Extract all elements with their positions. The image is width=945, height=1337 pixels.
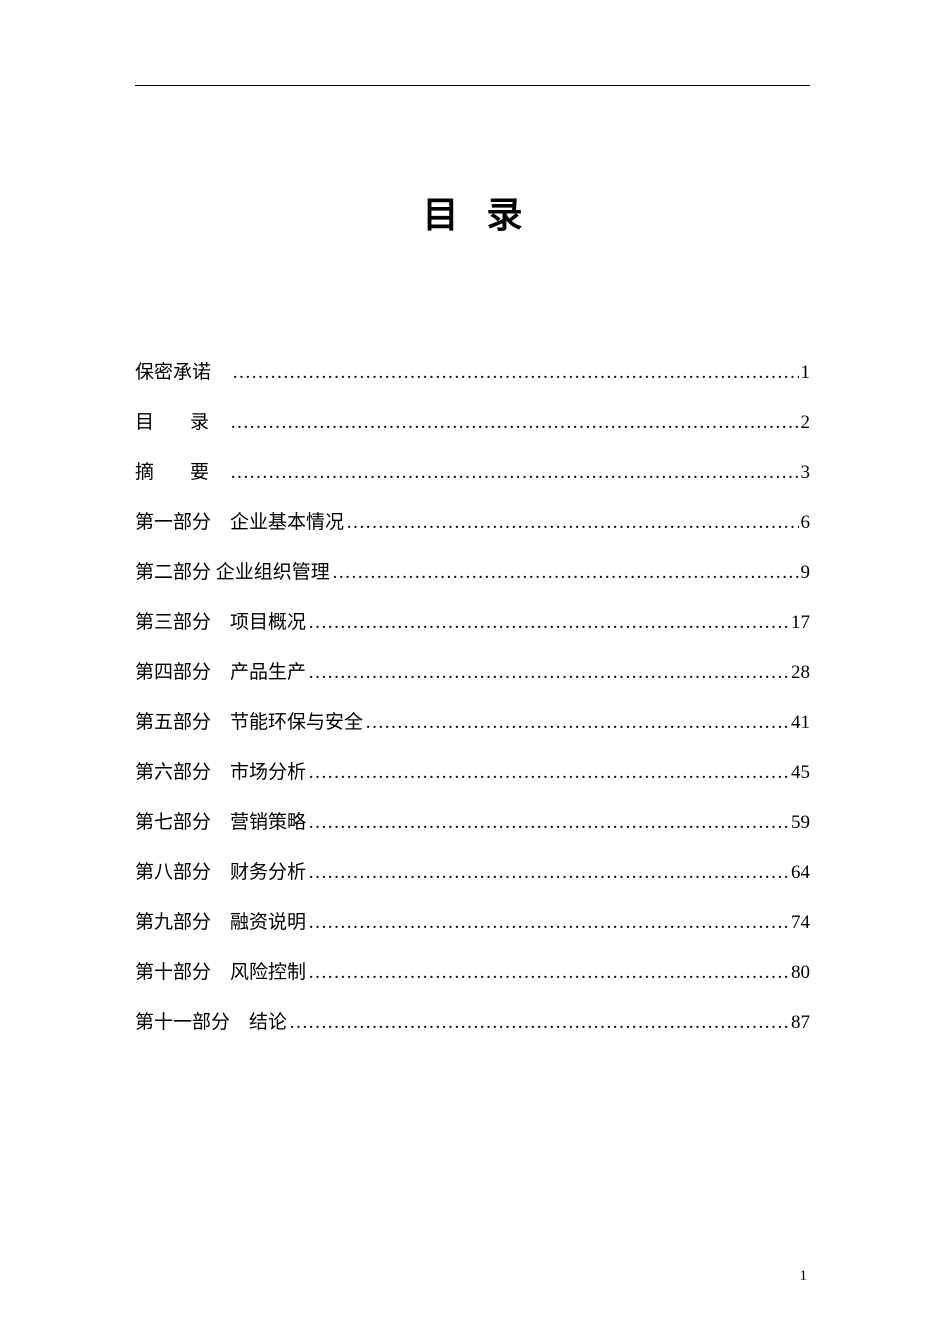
toc-row: 第二部分 企业组织管理 9 [135,563,810,582]
toc-leader-dots [289,1013,789,1032]
toc-entry-label: 第二部分 企业组织管理 [135,563,330,582]
toc-entry-label: 第五部分 节能环保与安全 [135,713,363,732]
toc-entry-label: 第一部分 企业基本情况 [135,513,344,532]
toc-entry-label: 第十一部分 结论 [135,1013,287,1032]
toc-entry-label: 第八部分 财务分析 [135,863,306,882]
toc-leader-dots [308,963,789,982]
toc-entry-page: 45 [791,763,810,782]
page-title: 目录 [135,186,810,238]
toc-leader-dots [308,613,789,632]
header-rule [135,85,810,86]
toc-leader-dots [346,513,798,532]
toc-entry-page: 9 [801,563,811,582]
toc-row: 第三部分 项目概况 17 [135,613,810,632]
toc-entry-label: 第十部分 风险控制 [135,963,306,982]
toc-entry-gap [211,363,230,382]
toc-leader-dots [230,413,798,432]
toc-entry-page: 59 [791,813,810,832]
toc-row: 第九部分 融资说明 74 [135,913,810,932]
table-of-contents: 保密承诺 1 目录 2 摘要 3 第一部分 企业基本情况 6 第二部分 企业组织管理 9 第三… [135,363,810,1032]
toc-entry-page: 17 [791,613,810,632]
toc-row: 第五部分 节能环保与安全 41 [135,713,810,732]
toc-entry-gap [209,413,228,432]
toc-entry-page: 3 [801,463,811,482]
toc-leader-dots [232,363,798,382]
toc-entry-page: 1 [801,363,811,382]
toc-leader-dots [230,463,798,482]
toc-entry-page: 64 [791,863,810,882]
toc-row: 第七部分 营销策略 59 [135,813,810,832]
toc-entry-page: 6 [801,513,811,532]
toc-entry-label: 目录 [135,413,209,432]
toc-entry-label: 保密承诺 [135,363,211,382]
toc-row: 目录 2 [135,413,810,432]
toc-leader-dots [308,663,789,682]
footer-page-number: 1 [800,1268,808,1285]
toc-entry-page: 80 [791,963,810,982]
toc-row: 第十部分 风险控制 80 [135,963,810,982]
toc-entry-page: 87 [791,1013,810,1032]
toc-entry-label: 第六部分 市场分析 [135,763,306,782]
document-page: 目录 保密承诺 1 目录 2 摘要 3 第一部分 企业基本情况 6 第二部分 企业组织管理… [0,0,945,1337]
toc-entry-page: 2 [801,413,811,432]
toc-entry-label: 第四部分 产品生产 [135,663,306,682]
toc-row: 摘要 3 [135,463,810,482]
toc-entry-label: 第九部分 融资说明 [135,913,306,932]
toc-leader-dots [308,863,789,882]
toc-row: 第四部分 产品生产 28 [135,663,810,682]
toc-row: 第八部分 财务分析 64 [135,863,810,882]
toc-entry-page: 41 [791,713,810,732]
toc-leader-dots [332,563,799,582]
toc-row: 保密承诺 1 [135,363,810,382]
toc-row: 第一部分 企业基本情况 6 [135,513,810,532]
toc-row: 第六部分 市场分析 45 [135,763,810,782]
toc-entry-label: 第七部分 营销策略 [135,813,306,832]
toc-row: 第十一部分 结论 87 [135,1013,810,1032]
toc-leader-dots [308,913,789,932]
toc-leader-dots [308,763,789,782]
toc-entry-page: 74 [791,913,810,932]
toc-entry-gap [209,463,228,482]
toc-leader-dots [365,713,789,732]
toc-entry-label: 第三部分 项目概况 [135,613,306,632]
toc-entry-label: 摘要 [135,463,209,482]
toc-entry-page: 28 [791,663,810,682]
toc-leader-dots [308,813,789,832]
